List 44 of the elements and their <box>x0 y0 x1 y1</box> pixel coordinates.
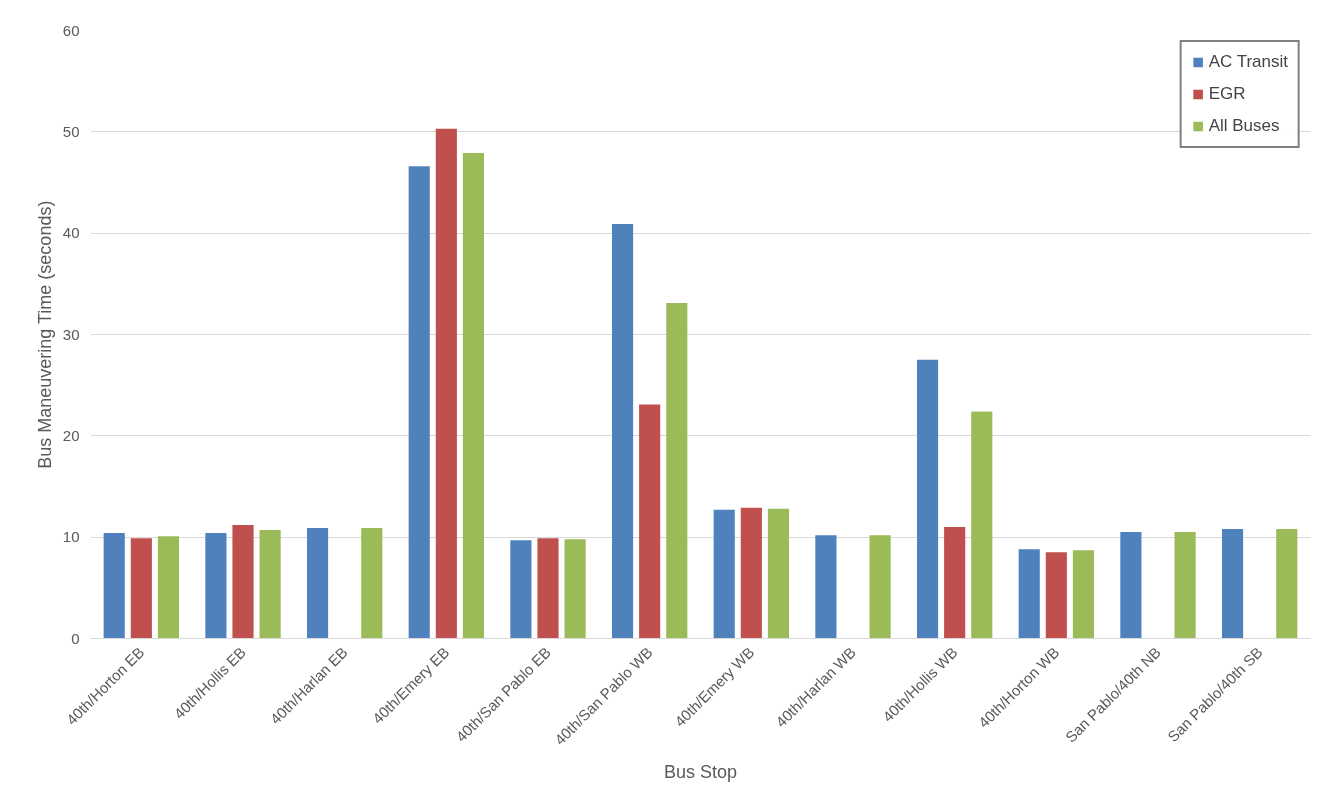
bar <box>157 536 180 639</box>
bar <box>435 128 457 639</box>
bar <box>537 538 559 639</box>
bar <box>205 533 227 639</box>
y-axis-title: Bus Maneuvering Time (seconds) <box>34 200 55 469</box>
bar <box>916 359 939 639</box>
bar <box>944 527 966 639</box>
bar <box>1221 529 1244 639</box>
bar <box>1018 549 1040 639</box>
y-tick-label: 10 <box>62 528 80 546</box>
bar <box>259 530 281 639</box>
bar <box>1174 532 1196 639</box>
bar <box>611 224 634 639</box>
bar <box>740 507 762 639</box>
bar <box>306 528 329 639</box>
legend-label: AC Transit <box>1208 52 1288 72</box>
bar <box>510 540 532 639</box>
bar <box>408 166 430 639</box>
bar <box>462 153 485 639</box>
y-tick-label: 40 <box>62 224 80 242</box>
bar <box>103 533 125 639</box>
y-tick-label: 20 <box>62 426 80 444</box>
y-tick-label: 60 <box>62 21 80 39</box>
bar <box>713 509 735 639</box>
bar <box>1120 532 1142 639</box>
bar <box>1045 552 1067 639</box>
bar <box>639 404 661 639</box>
bar <box>767 508 790 639</box>
bar <box>361 528 383 639</box>
bar <box>971 411 993 639</box>
y-tick-label: 30 <box>62 325 80 343</box>
bar <box>1276 529 1298 639</box>
y-tick-label: 0 <box>71 629 80 647</box>
y-tick-label: 50 <box>62 122 80 140</box>
bar <box>564 539 586 639</box>
bar <box>1072 550 1095 639</box>
bar <box>666 303 688 639</box>
bar <box>815 535 837 639</box>
legend-label: All Buses <box>1208 116 1280 136</box>
x-axis-title: Bus Stop <box>663 762 738 783</box>
legend-label: EGR <box>1208 84 1246 104</box>
bar <box>130 538 152 639</box>
bar <box>869 535 891 639</box>
bar <box>232 525 254 639</box>
